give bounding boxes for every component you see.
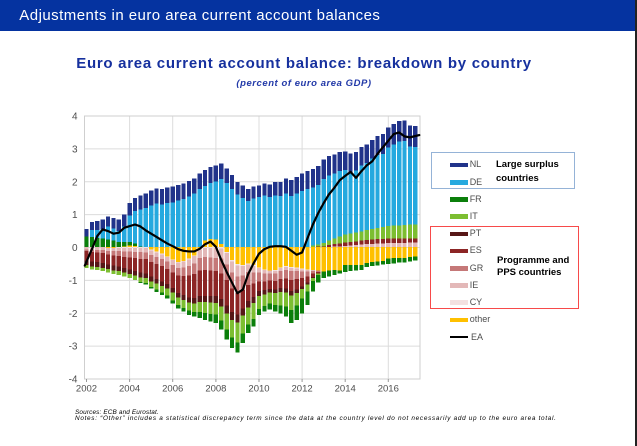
svg-text:2004: 2004: [119, 384, 140, 395]
svg-text:2002: 2002: [76, 384, 97, 395]
svg-text:0: 0: [72, 243, 78, 254]
svg-text:2006: 2006: [162, 384, 183, 395]
svg-text:-3: -3: [69, 342, 78, 353]
svg-text:-1: -1: [69, 276, 78, 287]
svg-text:2014: 2014: [335, 384, 356, 395]
svg-text:2010: 2010: [248, 384, 269, 395]
svg-text:2012: 2012: [292, 384, 313, 395]
svg-text:2016: 2016: [378, 384, 399, 395]
svg-text:4: 4: [72, 112, 78, 123]
svg-text:-4: -4: [69, 375, 78, 386]
svg-text:-2: -2: [69, 309, 78, 320]
svg-text:1: 1: [72, 210, 78, 221]
svg-text:3: 3: [72, 145, 78, 156]
svg-text:2008: 2008: [205, 384, 226, 395]
svg-text:2: 2: [72, 177, 78, 188]
